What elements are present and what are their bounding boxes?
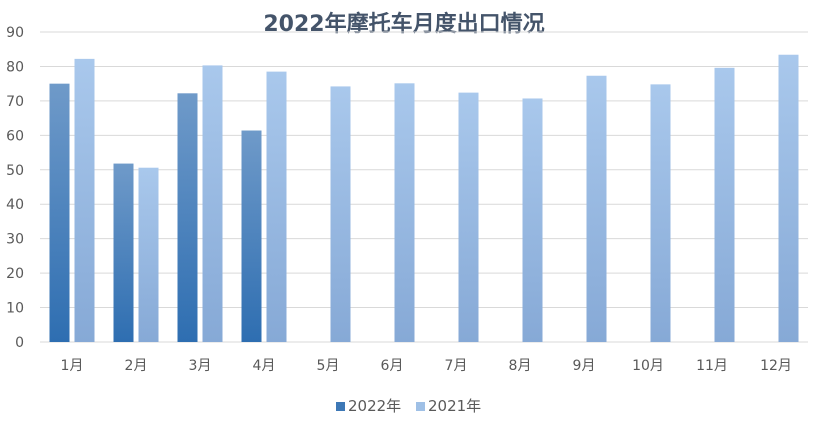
y-tick-label: 20 <box>6 266 24 282</box>
bar-s2-4 <box>266 71 287 342</box>
bar-s2-10 <box>650 84 671 342</box>
bar-s2-8 <box>522 98 543 342</box>
legend-swatch <box>416 402 425 411</box>
bar-s2-11 <box>714 67 735 343</box>
x-tick-label: 9月 <box>573 358 596 374</box>
bar-s1-1 <box>49 83 70 343</box>
bar-s1-3 <box>177 93 198 342</box>
gridlines <box>40 31 808 343</box>
legend-label: 2021年 <box>428 397 481 415</box>
y-axis-ticks: 0 10 20 30 40 50 60 70 80 90 <box>6 25 24 351</box>
legend-item: 2022年 <box>336 397 401 415</box>
bar-s2-9 <box>586 75 607 342</box>
bar-s2-12 <box>778 54 799 342</box>
legend-swatch <box>336 402 345 411</box>
y-tick-label: 60 <box>6 128 24 144</box>
x-tick-label: 12月 <box>760 358 792 374</box>
bar-s2-5 <box>330 86 351 342</box>
y-tick-label: 0 <box>15 335 24 351</box>
y-tick-label: 70 <box>6 94 24 110</box>
x-tick-label: 5月 <box>317 358 340 374</box>
x-tick-label: 4月 <box>253 358 276 374</box>
bar-s2-7 <box>458 92 479 342</box>
bar-s1-4 <box>241 130 262 342</box>
legend-item: 2021年 <box>416 397 481 415</box>
x-tick-label: 7月 <box>445 358 468 374</box>
bar-s1-2 <box>113 163 134 342</box>
x-tick-label: 6月 <box>381 358 404 374</box>
x-axis-ticks: 1月 2月 3月 4月 5月 6月 7月 8月 9月 10月 11月 12月 <box>61 358 792 374</box>
legend: 2022年 2021年 <box>336 397 481 415</box>
bar-s2-2 <box>138 167 159 342</box>
y-tick-label: 40 <box>6 197 24 213</box>
bar-s2-6 <box>394 83 415 343</box>
y-tick-label: 50 <box>6 163 24 179</box>
x-tick-label: 10月 <box>632 358 664 374</box>
bar-s2-1 <box>74 58 95 342</box>
y-tick-label: 10 <box>6 301 24 317</box>
bars <box>49 54 799 343</box>
bar-s2-3 <box>202 65 223 343</box>
legend-label: 2022年 <box>348 397 401 415</box>
y-tick-label: 80 <box>6 59 24 75</box>
y-tick-label: 90 <box>6 25 24 41</box>
y-tick-label: 30 <box>6 232 24 248</box>
x-tick-label: 8月 <box>509 358 532 374</box>
x-tick-label: 11月 <box>696 358 728 374</box>
chart-title: 2022年摩托车月度出口情况 <box>263 11 544 37</box>
x-tick-label: 1月 <box>61 358 84 374</box>
x-tick-label: 2月 <box>125 358 148 374</box>
x-tick-label: 3月 <box>189 358 212 374</box>
